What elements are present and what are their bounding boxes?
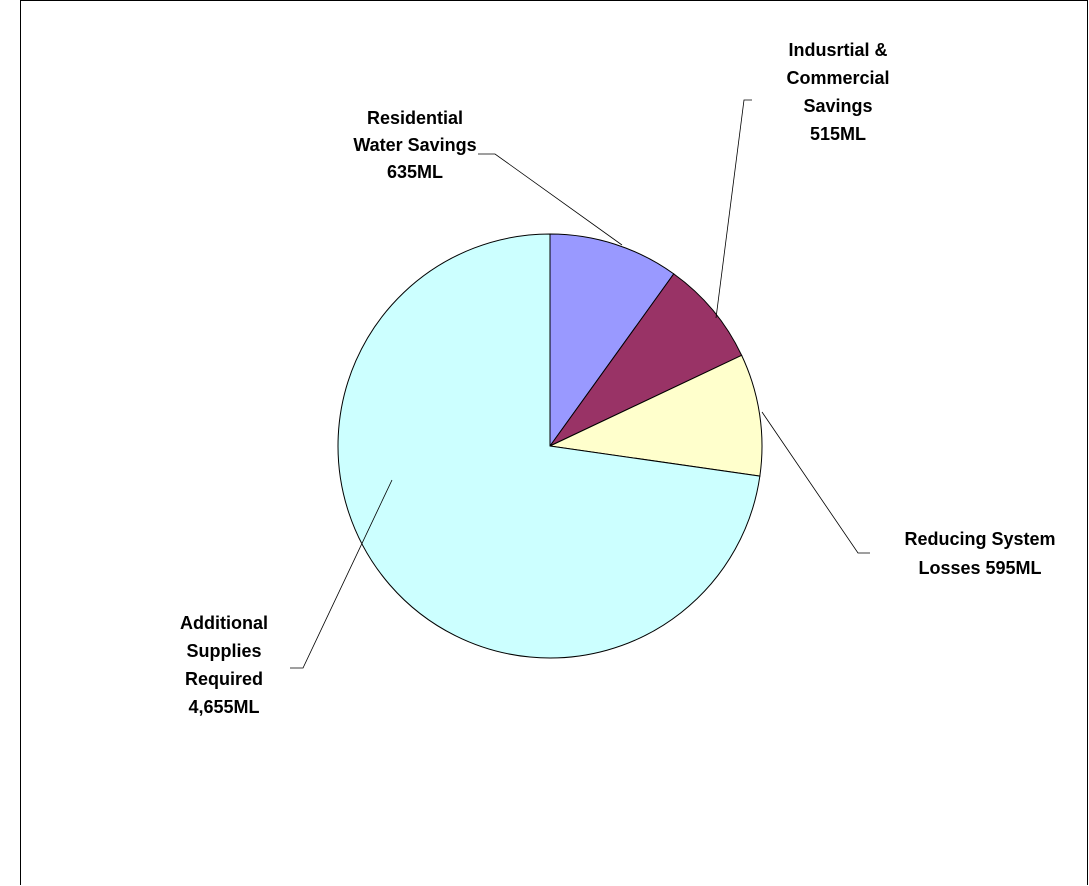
- slice-label-line: Reducing System: [904, 529, 1055, 549]
- slice-label-1: Indusrtial & Commercial Savings 515ML: [786, 40, 889, 144]
- slice-label-line: Indusrtial &: [788, 40, 887, 60]
- slice-label-line: Residential: [367, 108, 463, 128]
- leader-line-2: [761, 411, 870, 554]
- slice-label-line: Savings: [803, 96, 872, 116]
- slice-label-line: 4,655ML: [188, 697, 259, 717]
- slice-label-line: Additional: [180, 613, 268, 633]
- slice-label-line: Supplies: [186, 641, 261, 661]
- pie-slices: [337, 233, 763, 659]
- slice-label-3: Additional Supplies Required 4,655ML: [180, 613, 268, 717]
- chart-area: [20, 0, 1088, 885]
- slice-label-0: Residential Water Savings 635ML: [353, 108, 476, 182]
- leader-line-3: [290, 479, 393, 669]
- pie-slice-3: [337, 233, 761, 659]
- leader-line-1: [715, 99, 752, 319]
- slice-labels: Residential Water Savings 635ML Indusrtial …: [180, 40, 1056, 717]
- pie-slice-0: [549, 233, 675, 448]
- slice-label-line: 515ML: [810, 124, 866, 144]
- leader-line-0: [478, 153, 623, 246]
- slice-label-line: Water Savings: [353, 135, 476, 155]
- slice-label-2: Reducing System Losses 595ML: [904, 529, 1055, 578]
- pie-slice-2: [548, 354, 763, 477]
- slice-label-line: Losses 595ML: [918, 558, 1041, 578]
- slice-label-line: Required: [185, 669, 263, 689]
- pie-slice-1: [548, 273, 743, 448]
- slice-label-line: Commercial: [786, 68, 889, 88]
- leader-lines: [290, 99, 870, 669]
- slice-label-line: 635ML: [387, 162, 443, 182]
